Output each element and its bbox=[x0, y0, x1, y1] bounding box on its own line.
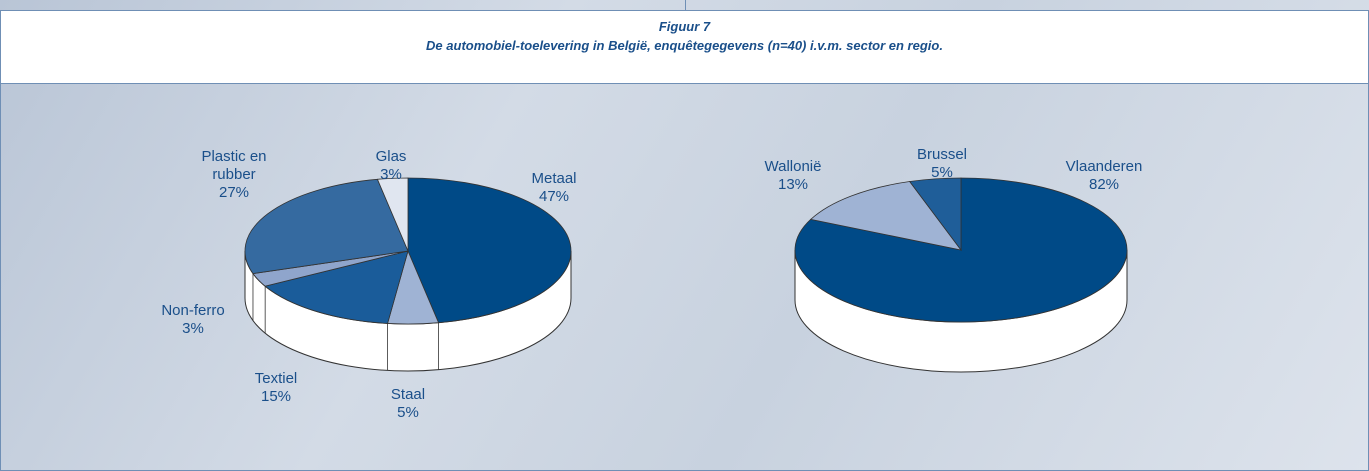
slice-value: 5% bbox=[931, 164, 953, 181]
slice-label: Glas bbox=[375, 148, 407, 165]
slice-label: Staal bbox=[390, 386, 426, 403]
pie-slice bbox=[908, 177, 962, 252]
figure-label: Figuur 7 bbox=[658, 19, 711, 34]
slice-value: 3% bbox=[380, 166, 402, 183]
slice-label: Metaal bbox=[531, 170, 577, 187]
slice-value: 82% bbox=[1088, 176, 1120, 193]
pie-slice bbox=[244, 178, 409, 274]
slice-label: Non-ferro bbox=[161, 302, 225, 319]
figure-caption: De automobiel-toelevering in België, enq… bbox=[426, 38, 943, 53]
pie-slice bbox=[376, 177, 409, 252]
slice-value: 13% bbox=[777, 176, 809, 193]
slice-value: 15% bbox=[260, 388, 292, 405]
slice-value: 3% bbox=[182, 320, 204, 337]
slice-label: Textiel bbox=[254, 370, 298, 387]
slice-value: 47% bbox=[538, 188, 570, 205]
slice-label: Wallonië bbox=[764, 158, 822, 175]
header: Figuur 7 De automobiel-toelevering in Be… bbox=[0, 10, 1369, 84]
slice-value: 27% bbox=[218, 184, 250, 201]
slice-label: Vlaanderen bbox=[1065, 158, 1143, 175]
slice-value: 5% bbox=[397, 404, 419, 421]
slice-label: Plastic en rubber bbox=[201, 148, 267, 183]
pie-slice bbox=[809, 181, 962, 251]
divider bbox=[685, 0, 686, 10]
pie-slice bbox=[407, 177, 572, 324]
pie-slice bbox=[264, 250, 409, 324]
slice-label: Brussel bbox=[916, 146, 968, 163]
